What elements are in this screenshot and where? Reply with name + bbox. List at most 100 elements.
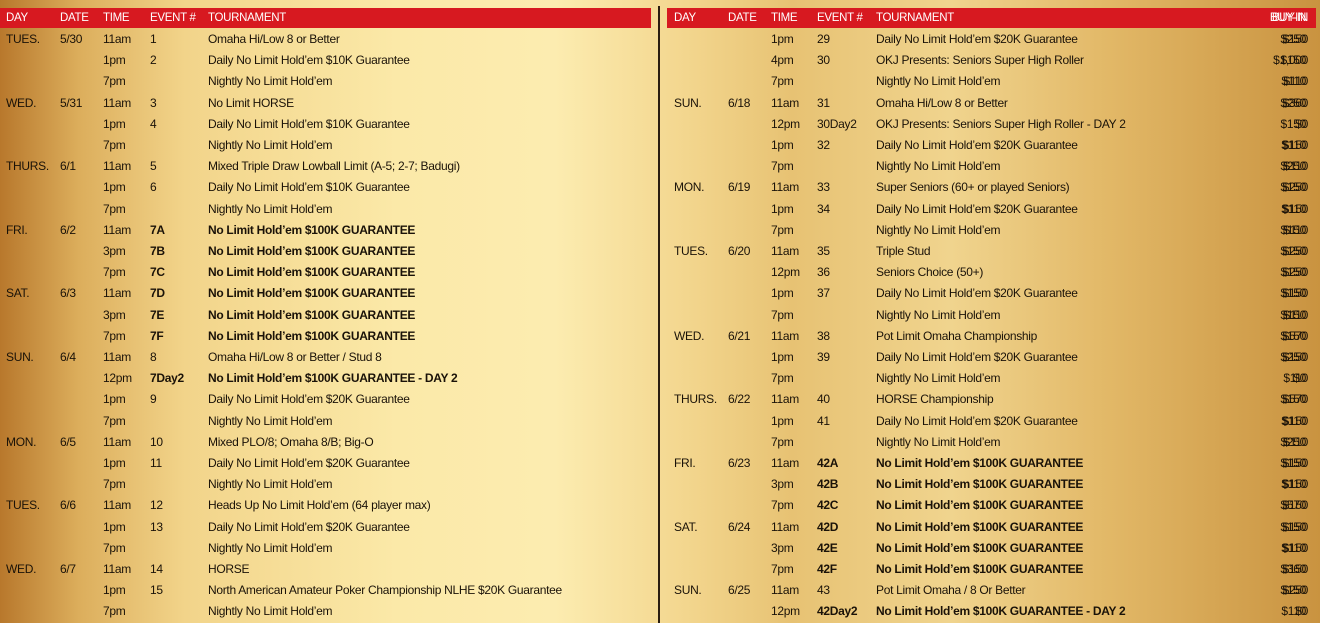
buy-in-cell: $570	[1280, 498, 1307, 513]
date-cell: 6/3	[60, 286, 76, 301]
date-cell: 6/21	[728, 328, 751, 343]
event-cell: 11	[150, 456, 162, 470]
buy-in-cell: $110	[1283, 371, 1308, 386]
buy-in-cell: $250	[1282, 583, 1309, 598]
day-cell: TUES.	[674, 244, 708, 258]
time-cell: 7pm	[103, 604, 126, 619]
tournament-cell: Nightly No Limit Hold’em	[876, 74, 1001, 89]
buy-in-cell: $150	[1280, 180, 1307, 195]
event-cell: 1	[150, 32, 157, 46]
day-cell: TUES.	[6, 498, 40, 513]
tournament-cell: HORSE	[208, 562, 250, 576]
tournament-cell: No Limit Hold’em $100K GUARANTEE	[876, 498, 1084, 513]
time-cell: 1pm	[771, 350, 794, 364]
column-header: EVENT #	[150, 12, 196, 24]
buy-in-cell: $250	[1280, 159, 1307, 174]
time-cell: 7pm	[103, 74, 126, 89]
buy-in-cell: $150	[1282, 519, 1309, 534]
tournament-cell: Pot Limit Omaha Championship	[876, 328, 1038, 343]
day-cell: SAT.	[6, 286, 30, 301]
date-cell: 6/6	[60, 498, 76, 513]
day-cell: MON.	[6, 434, 37, 449]
buy-in-cell: $150	[1280, 222, 1307, 237]
date-cell: 6/22	[728, 392, 751, 407]
buy-in-cell: $360	[1282, 95, 1309, 110]
buy-in-cell: $360	[1280, 562, 1307, 576]
day-cell: WED.	[6, 562, 37, 576]
event-cell: 6	[150, 180, 157, 195]
event-cell: 5	[150, 159, 157, 174]
column-header: DAY	[674, 12, 696, 24]
tournament-cell: Nightly No Limit Hold’em	[208, 477, 333, 492]
event-cell: 42C	[817, 498, 839, 513]
day-cell: TUES.	[6, 32, 40, 46]
tournament-cell: No Limit Hold’em $100K GUARANTEE - DAY 2	[876, 604, 1126, 619]
time-cell: 3pm	[103, 244, 126, 258]
time-cell: 7pm	[771, 371, 794, 386]
time-cell: 7pm	[103, 477, 126, 492]
buy-in-cell: $0	[1293, 371, 1306, 386]
tournament-cell: Mixed Triple Draw Lowball Limit (A-5; 2-…	[208, 159, 460, 174]
tournament-cell: Nightly No Limit Hold’em	[876, 434, 1001, 449]
buy-in-cell: $150	[1280, 307, 1307, 322]
date-cell: 5/31	[60, 95, 83, 110]
tournament-cell: Nightly No Limit Hold’em	[208, 201, 333, 216]
event-cell: 7B	[150, 244, 165, 258]
tournament-cell: No Limit Hold’em $100K GUARANTEE	[876, 519, 1084, 534]
day-cell: FRI.	[6, 222, 28, 237]
tournament-cell: No Limit Hold’em $100K GUARANTEE	[208, 244, 416, 258]
event-cell: 42Day2	[817, 604, 858, 619]
date-cell: 6/2	[60, 222, 76, 237]
date-cell: 6/7	[60, 562, 76, 576]
buy-in-cell: $150	[1280, 392, 1307, 407]
event-cell: 9	[150, 392, 157, 407]
tournament-cell: Omaha Hi/Low 8 or Better	[876, 95, 1008, 110]
event-cell: 42D	[817, 519, 839, 534]
buy-in-cell: $110	[1283, 222, 1308, 237]
buy-in-cell: $150	[1282, 562, 1309, 576]
tournament-cell: Daily No Limit Hold’em $20K Guarantee	[876, 138, 1078, 152]
time-cell: 11am	[103, 434, 131, 449]
time-cell: 4pm	[771, 53, 794, 68]
time-cell: 7pm	[771, 434, 794, 449]
buy-in-cell: $150	[1280, 519, 1307, 534]
tournament-cell: OKJ Presents: Seniors Super High Roller	[876, 53, 1084, 68]
time-cell: 7pm	[103, 540, 126, 555]
time-cell: 7pm	[771, 74, 794, 89]
day-cell: WED.	[6, 95, 37, 110]
time-cell: 11am	[103, 498, 131, 513]
buy-in-cell: $250	[1280, 95, 1307, 110]
column-header: TIME	[771, 12, 798, 24]
buy-in-cell: $150	[1280, 53, 1307, 68]
time-cell: 1pm	[771, 413, 794, 428]
time-cell: 1pm	[103, 519, 126, 534]
column-header: TOURNAMENT	[208, 12, 286, 24]
tournament-cell: Nightly No Limit Hold’em	[208, 138, 333, 152]
buy-in-cell: $110	[1283, 74, 1308, 89]
time-cell: 11am	[771, 244, 799, 258]
date-cell: 6/19	[728, 180, 751, 195]
time-cell: 11am	[771, 519, 799, 534]
event-cell: 42A	[817, 456, 839, 470]
buy-in-cell: $110	[1281, 138, 1306, 152]
tournament-cell: Daily No Limit Hold’em $20K Guarantee	[876, 350, 1078, 364]
buy-in-cell: $250	[1280, 434, 1307, 449]
time-cell: 7pm	[771, 222, 794, 237]
tournament-cell: Seniors Choice (50+)	[876, 265, 984, 280]
time-cell: 11am	[103, 562, 131, 576]
event-cell: 30	[817, 53, 830, 68]
buy-in-cell: $250	[1280, 350, 1307, 364]
time-cell: 1pm	[771, 32, 794, 46]
time-cell: 12pm	[771, 265, 800, 280]
divider	[658, 6, 660, 623]
time-cell: 7pm	[771, 562, 794, 576]
tournament-cell: Daily No Limit Hold’em $20K Guarantee	[876, 413, 1078, 428]
event-cell: 4	[150, 116, 157, 131]
buy-in-cell: $110	[1281, 477, 1306, 492]
day-cell: SAT.	[674, 519, 698, 534]
tournament-cell: Nightly No Limit Hold’em	[208, 413, 333, 428]
column-header: DATE	[60, 12, 89, 24]
event-cell: 40	[817, 392, 830, 407]
date-cell: 6/5	[60, 434, 76, 449]
buy-in-cell: $110	[1281, 74, 1306, 89]
